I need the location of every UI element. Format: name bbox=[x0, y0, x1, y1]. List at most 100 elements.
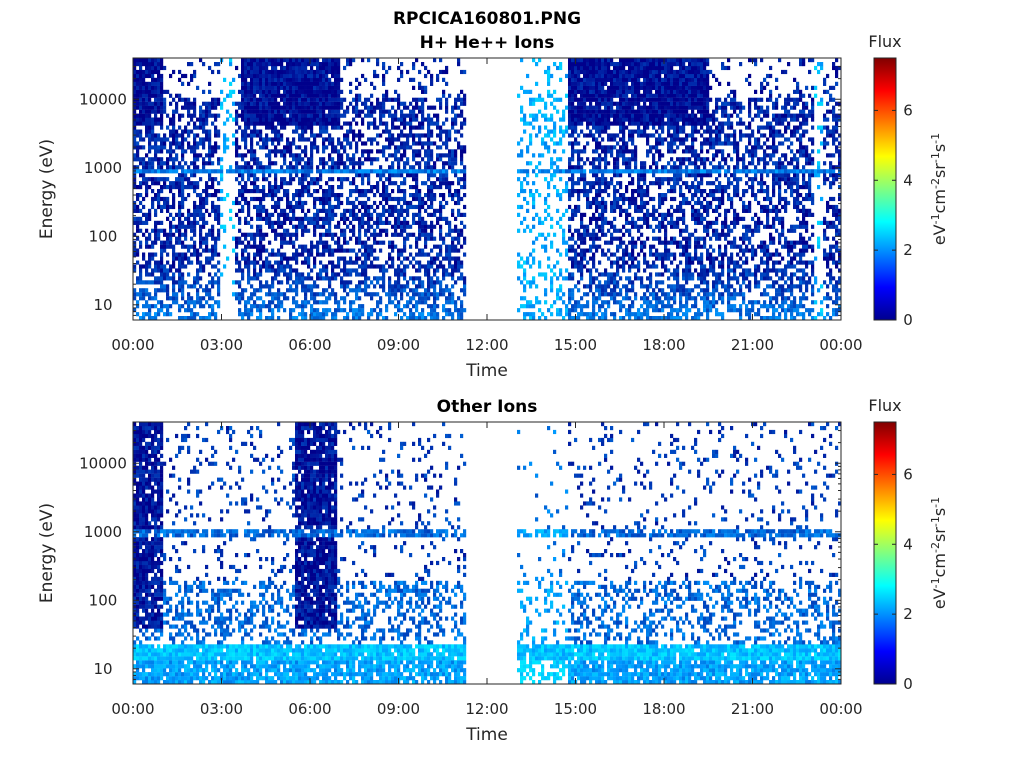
spectrogram-cell bbox=[301, 129, 305, 134]
spectrogram-cell bbox=[382, 196, 386, 202]
spectrogram-cell bbox=[592, 121, 596, 126]
spectrogram-cell bbox=[268, 89, 272, 94]
spectrogram-cell bbox=[373, 109, 377, 114]
spectrogram-cell bbox=[292, 69, 296, 75]
spectrogram-cell bbox=[145, 81, 149, 86]
spectrogram-cell bbox=[394, 169, 398, 174]
spectrogram-cell bbox=[460, 244, 464, 249]
spectrogram-cell bbox=[370, 101, 374, 106]
spectrogram-cell bbox=[331, 137, 335, 142]
spectrogram-cell bbox=[358, 208, 362, 213]
spectrogram-cell bbox=[415, 105, 419, 110]
spectrogram-cell bbox=[316, 284, 320, 289]
spectrogram-cell bbox=[310, 177, 314, 182]
spectrogram-cell bbox=[184, 232, 188, 237]
spectrogram-cell bbox=[169, 93, 173, 98]
spectrogram-cell bbox=[271, 224, 275, 229]
spectrogram-cell bbox=[253, 58, 257, 63]
spectrogram-cell bbox=[244, 260, 248, 265]
spectrogram-cell bbox=[382, 101, 386, 106]
spectrogram-cell bbox=[136, 252, 140, 257]
spectrogram-cell bbox=[316, 208, 320, 213]
spectrogram-cell bbox=[343, 109, 347, 114]
spectrogram-cell bbox=[310, 304, 314, 309]
spectrogram-cell bbox=[142, 109, 146, 114]
spectrogram-cell bbox=[277, 296, 281, 301]
spectrogram-cell bbox=[175, 212, 179, 217]
spectrogram-cell bbox=[262, 121, 266, 126]
spectrogram-cell bbox=[136, 153, 140, 158]
spectrogram-cell bbox=[163, 161, 167, 166]
spectrogram-cell bbox=[370, 292, 374, 297]
spectrogram-cell bbox=[328, 260, 332, 265]
spectrogram-cell bbox=[586, 93, 590, 98]
spectrogram-cell bbox=[274, 200, 278, 206]
spectrogram-cell bbox=[451, 125, 455, 130]
spectrogram-cell bbox=[577, 204, 581, 210]
spectrogram-cell bbox=[373, 232, 377, 237]
spectrogram-cell bbox=[277, 133, 281, 138]
spectrogram-cell bbox=[589, 244, 593, 249]
spectrogram-cell bbox=[586, 181, 590, 186]
spectrogram-cell bbox=[184, 173, 188, 178]
spectrogram-cell bbox=[181, 296, 185, 301]
spectrogram-cell bbox=[445, 284, 449, 289]
spectrogram-cell bbox=[358, 109, 362, 114]
spectrogram-cell bbox=[586, 133, 590, 138]
spectrogram-cell bbox=[442, 304, 446, 309]
spectrogram-cell bbox=[355, 268, 359, 273]
spectrogram-cell bbox=[337, 149, 341, 154]
spectrogram-cell bbox=[136, 196, 140, 202]
spectrogram-cell bbox=[181, 304, 185, 309]
spectrogram-cell bbox=[316, 300, 320, 305]
spectrogram-cell bbox=[238, 240, 242, 245]
spectrogram-cell bbox=[439, 185, 443, 190]
spectrogram-cell bbox=[445, 109, 449, 114]
spectrogram-cell bbox=[361, 101, 365, 106]
spectrogram-cell bbox=[439, 252, 443, 257]
spectrogram-cell bbox=[433, 58, 437, 63]
spectrogram-cell bbox=[214, 149, 218, 154]
spectrogram-cell bbox=[418, 109, 422, 114]
spectrogram-cell bbox=[277, 105, 281, 110]
spectrogram-cell bbox=[586, 304, 590, 309]
spectrogram-cell bbox=[193, 113, 197, 118]
spectrogram-cell bbox=[538, 260, 542, 265]
spectrogram-cell bbox=[433, 173, 437, 178]
spectrogram-cell bbox=[169, 268, 173, 273]
spectrogram-cell bbox=[556, 276, 560, 281]
spectrogram-cell bbox=[256, 296, 260, 301]
spectrogram-cell bbox=[247, 169, 251, 174]
spectrogram-cell bbox=[169, 181, 173, 186]
spectrogram-cell bbox=[382, 264, 386, 269]
spectrogram-cell bbox=[601, 85, 605, 90]
spectrogram-cell bbox=[172, 252, 176, 257]
spectrogram-cell bbox=[295, 65, 299, 71]
spectrogram-cell bbox=[157, 133, 161, 138]
spectrogram-cell bbox=[295, 81, 299, 86]
spectrogram-cell bbox=[370, 212, 374, 217]
spectrogram-cell bbox=[337, 137, 341, 142]
spectrogram-cell bbox=[286, 141, 290, 146]
spectrogram-cell bbox=[343, 97, 347, 102]
spectrogram-cell bbox=[328, 169, 332, 174]
spectrogram-cell bbox=[463, 240, 467, 245]
spectrogram-cell bbox=[580, 97, 584, 102]
spectrogram-cell bbox=[292, 165, 296, 170]
spectrogram-cell bbox=[409, 165, 413, 170]
spectrogram-cell bbox=[532, 125, 536, 130]
spectrogram-cell bbox=[319, 216, 323, 221]
spectrogram-cell bbox=[586, 65, 590, 71]
spectrogram-cell bbox=[145, 105, 149, 110]
spectrogram-cell bbox=[361, 212, 365, 217]
spectrogram-cell bbox=[442, 193, 446, 198]
spectrogram-cell bbox=[199, 240, 203, 245]
spectrogram-cell bbox=[538, 193, 542, 198]
spectrogram-cell bbox=[547, 212, 551, 217]
spectrogram-cell bbox=[211, 256, 215, 261]
spectrogram-cell bbox=[139, 268, 143, 273]
spectrogram-cell bbox=[355, 196, 359, 202]
spectrogram-cell bbox=[604, 117, 608, 122]
spectrogram-cell bbox=[433, 312, 437, 317]
spectrogram-cell bbox=[232, 248, 236, 253]
